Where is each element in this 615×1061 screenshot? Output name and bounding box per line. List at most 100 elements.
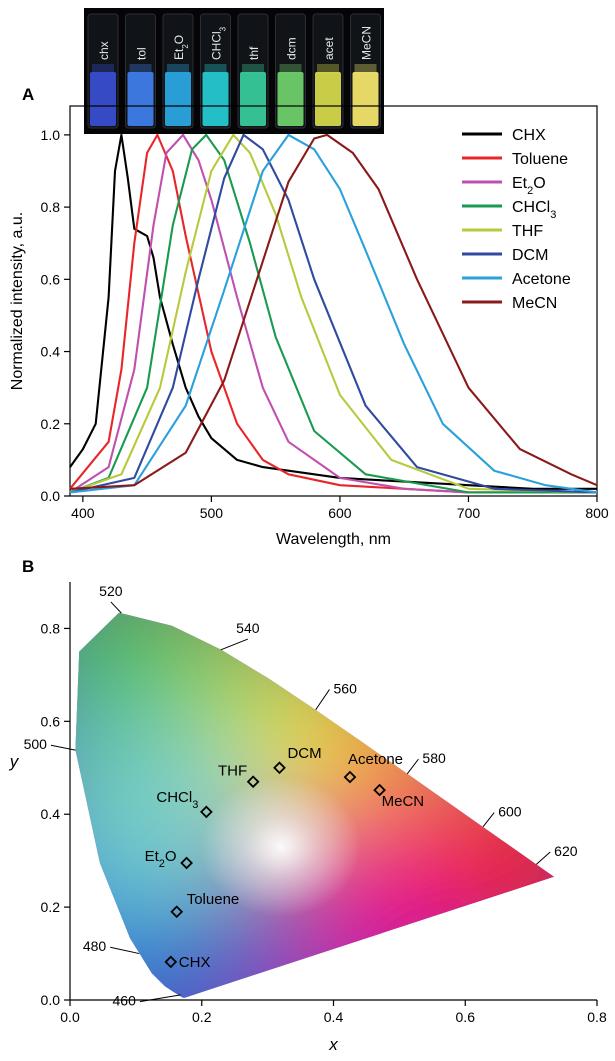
point-chcl3: CHCl3: [156, 789, 213, 819]
plot-frame: [69, 105, 598, 497]
locus-leader: [482, 812, 495, 828]
legend-label: Acetone: [512, 271, 571, 288]
x-axis-label: Wavelength, nm: [276, 531, 391, 548]
series-line-chcl3: [69, 133, 597, 494]
cie-points: CHX Toluene Et2O CHCl3 THF DCM Acetone MeCN: [145, 745, 425, 971]
vial-photo: chx tol Et2O CHCl3 thf dcm acet MeCN: [84, 8, 384, 134]
locus-leader: [110, 946, 140, 955]
vial-meniscus: [92, 64, 114, 74]
legend-item-dcm: DCM: [462, 247, 548, 264]
vial-meniscus: [317, 64, 339, 74]
emission-chart: 400 500 600 700 800 0.0 0.2 0.4 0.6 0.8 1.0 Wavelen…: [9, 105, 609, 548]
legend-label: DCM: [512, 247, 548, 264]
vial-meniscus: [204, 64, 227, 74]
locus-label-text: 520: [99, 583, 123, 599]
legend-item-acetone: Acetone: [462, 271, 571, 288]
legend-item-mecn: MeCN: [462, 295, 557, 312]
locus-leader: [139, 994, 181, 1003]
y-tick-label: 0.6: [41, 271, 61, 287]
vial-tol: tol: [125, 13, 156, 129]
vial-fluorescence: [202, 72, 229, 126]
vial-chcl3: CHCl3: [200, 13, 231, 129]
vial-mecn: MeCN: [350, 13, 381, 129]
point-marker: [170, 905, 184, 919]
series-line-thf: [69, 133, 598, 494]
legend-item-et2o: Et2O: [462, 175, 546, 197]
vial-fluorescence: [240, 72, 266, 126]
vial-fluorescence: [90, 72, 116, 126]
cie-wavelength-labels: 460 480 500 520 540 560 580 600 620: [24, 583, 578, 1009]
locus-leader: [315, 689, 330, 711]
legend-label: MeCN: [512, 295, 557, 312]
vial-label: Et2O: [172, 35, 190, 60]
y-axis-label: y: [9, 752, 20, 771]
y-tick-label: 0.2: [41, 416, 61, 432]
x-tick-label: 0.0: [60, 1009, 80, 1025]
emission-axes: 400 500 600 700 800 0.0 0.2 0.4 0.6 0.8 1.0 Wavelen…: [9, 105, 609, 548]
y-tick-label: 0.0: [41, 488, 61, 504]
locus-label-text: 500: [24, 736, 48, 752]
vial-fluorescence: [352, 72, 379, 126]
locus-leader: [50, 744, 76, 751]
point-marker: [273, 761, 286, 775]
locus-label-text: 600: [498, 804, 522, 820]
legend-item-chcl3: CHCl3: [462, 199, 556, 221]
x-tick-label: 700: [457, 505, 481, 521]
y-tick-label: 0.4: [41, 806, 61, 822]
locus-label-540: 540: [220, 620, 260, 651]
point-label: THF: [218, 763, 247, 780]
point-toluene: Toluene: [170, 891, 239, 919]
point-marker: [164, 955, 178, 969]
vial-label: thf: [247, 46, 261, 60]
vial-label: acet: [322, 37, 336, 60]
point-marker: [373, 783, 386, 797]
vial-meniscus: [354, 64, 377, 74]
y-tick-label: 0.2: [41, 899, 61, 915]
vial-label: MeCN: [360, 26, 374, 60]
panel-b-label: B: [22, 557, 34, 576]
locus-label-480: 480: [83, 938, 140, 955]
locus-label-text: 620: [554, 843, 578, 859]
legend-label: CHCl3: [512, 199, 556, 221]
point-label: CHX: [179, 954, 211, 971]
locus-label-text: 580: [422, 750, 446, 766]
point-chx: CHX: [164, 954, 211, 971]
locus-label-500: 500: [24, 736, 76, 752]
locus-leader: [110, 601, 122, 614]
y-tick-label: 0.4: [41, 344, 61, 360]
vial-label: chx: [97, 41, 111, 60]
vial-dcm: dcm: [275, 13, 306, 129]
vial-label: dcm: [285, 37, 299, 60]
vial-thf: thf: [237, 13, 269, 129]
vial-label: tol: [135, 47, 149, 60]
cie-axes: 0.0 0.2 0.4 0.6 0.8 0.0 0.2 0.4 0.6 0.8 x y: [9, 582, 607, 1054]
locus-leader: [220, 638, 249, 651]
locus-leader: [406, 758, 419, 775]
vial-label: CHCl3: [210, 26, 228, 60]
point-dcm: DCM: [273, 745, 322, 775]
vial-acet: acet: [312, 13, 344, 129]
y-tick-label: 0.6: [41, 713, 61, 729]
legend-label: Et2O: [512, 175, 546, 197]
x-tick-label: 400: [71, 505, 95, 521]
legend-label: Toluene: [512, 151, 568, 168]
series-line-et2o: [69, 133, 597, 494]
vial-meniscus: [279, 64, 302, 74]
legend-label: THF: [512, 223, 543, 240]
locus-label-560: 560: [315, 680, 357, 711]
x-tick-label: 600: [328, 505, 352, 521]
point-label: Acetone: [348, 751, 403, 768]
x-axis-label: x: [328, 1035, 338, 1054]
point-marker: [180, 856, 193, 870]
point-marker: [199, 805, 213, 819]
vial-meniscus: [167, 64, 189, 74]
point-label: Et2O: [145, 848, 177, 870]
x-tick-label: 500: [200, 505, 224, 521]
legend-item-chx: CHX: [462, 127, 546, 144]
panel-a-label: A: [22, 85, 34, 104]
locus-label-620: 620: [535, 843, 578, 865]
x-tick-label: 0.8: [587, 1009, 607, 1025]
point-label: CHCl3: [156, 789, 198, 811]
